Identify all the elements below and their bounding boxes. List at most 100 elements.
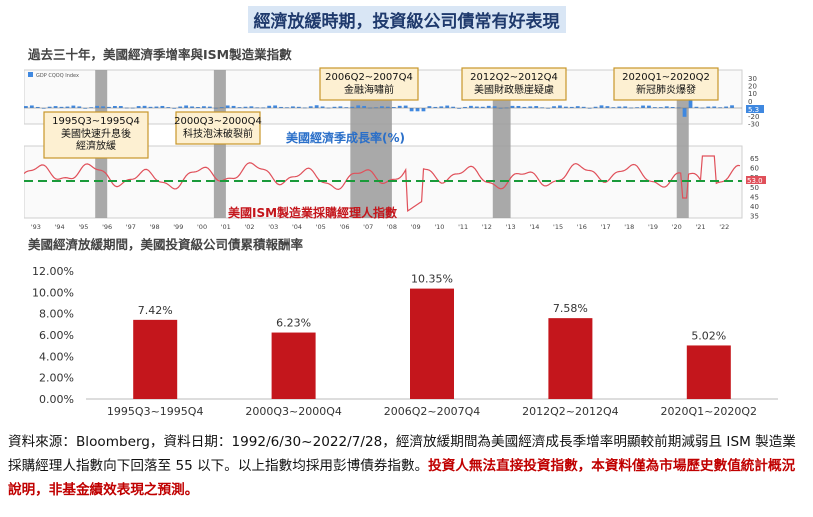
gdp-bar-31 — [207, 106, 212, 108]
period-callout-label: 2020Q1~2020Q2 — [622, 72, 710, 83]
x-category-label: 2000Q3~2000Q4 — [245, 405, 342, 418]
year-tick: '04 — [292, 223, 302, 231]
gdp-bar-71 — [445, 105, 450, 108]
gdp-bar-66 — [415, 108, 420, 112]
gdp-bar-48 — [308, 106, 313, 108]
gdp-ism-chart: GDP CQOQ Index3020100-10-20-305.36560555… — [24, 64, 774, 232]
gdp-bar-14 — [107, 106, 111, 108]
period-callout-2 — [175, 111, 261, 145]
gdp-bar-90 — [558, 105, 562, 108]
gdp-bar-92 — [569, 106, 574, 108]
gdp-bar-28 — [190, 106, 194, 108]
gdp-bar-30 — [202, 106, 206, 108]
ism-line — [24, 155, 741, 212]
gdp-bar-74 — [463, 106, 467, 108]
gdp-bar-43 — [279, 106, 283, 108]
bar-value-label: 5.02% — [691, 329, 726, 342]
gdp-bar-5 — [53, 106, 58, 108]
year-tick: '10 — [434, 223, 444, 231]
gdp-bar-108 — [664, 106, 669, 108]
gdp-bar-2 — [35, 106, 40, 108]
y-tick-label: 10.00% — [32, 286, 74, 299]
ism-axis-tick: 45 — [750, 193, 759, 201]
gdp-bar-45 — [291, 106, 295, 108]
year-tick: '07 — [363, 223, 373, 231]
gdp-bar-4 — [47, 106, 52, 108]
x-category-label: 2012Q2~2012Q4 — [522, 405, 619, 418]
y-tick-label: 6.00% — [39, 329, 74, 342]
year-tick: '16 — [577, 223, 587, 231]
period-callout-label: 1995Q3~1995Q4 — [52, 116, 140, 127]
gdp-bar-6 — [59, 106, 64, 108]
gdp-bar-119 — [730, 105, 734, 108]
y-tick-label: 8.00% — [39, 308, 74, 321]
gdp-bar-99 — [611, 107, 616, 108]
gdp-bar-113 — [694, 106, 699, 108]
gdp-bar-57 — [362, 105, 367, 108]
gdp-bar-23 — [160, 105, 165, 108]
year-tick: '96 — [102, 223, 112, 231]
gdp-bar-93 — [575, 106, 580, 108]
gdp-bar-55 — [350, 106, 355, 108]
gdp-bar-22 — [154, 106, 159, 108]
gdp-highlight-text: 5.3 — [748, 106, 759, 114]
gdp-bar-97 — [599, 105, 604, 108]
period-callout-1 — [43, 111, 149, 159]
gdp-bar-96 — [593, 106, 598, 108]
gdp-bar-34 — [225, 105, 230, 108]
x-category-label: 2020Q1~2020Q2 — [661, 405, 758, 418]
gdp-bar-61 — [385, 106, 390, 108]
x-category-label: 2006Q2~2007Q4 — [384, 405, 481, 418]
gdp-axis-tick: -30 — [748, 121, 759, 129]
gdp-bar-15 — [113, 106, 117, 108]
year-tick: '98 — [150, 223, 160, 231]
period-callout-desc: 美國快速升息後 — [61, 127, 131, 140]
gdp-bar-25 — [172, 107, 177, 109]
gdp-bar-94 — [581, 106, 586, 108]
gdp-bar-86 — [534, 106, 539, 108]
footnote-source: 資料來源：Bloomberg，資料日期：1992/6/30~2022/7/28，… — [8, 434, 796, 474]
ism-axis-tick: 50 — [750, 184, 759, 192]
gdp-bar-111 — [682, 108, 687, 117]
gdp-bar-10 — [83, 107, 88, 109]
gdp-bar-52 — [332, 106, 337, 108]
gdp-bar-118 — [724, 106, 728, 108]
gdp-axis-tick: 20 — [748, 83, 757, 91]
gdp-bar-107 — [658, 107, 663, 108]
gdp-axis-tick: 30 — [748, 75, 757, 83]
bar-value-label: 6.23% — [276, 317, 311, 330]
gdp-legend-swatch — [28, 72, 33, 77]
year-tick: '02 — [244, 223, 254, 231]
gdp-bar-46 — [296, 106, 301, 108]
gdp-bar-7 — [65, 106, 70, 108]
gdp-bar-53 — [338, 106, 343, 108]
bond-return-bar-chart: 0.00% 2.00% 4.00% 6.00% 8.00% 10.00% 12.00% 7.4… — [32, 265, 778, 418]
gdp-bar-115 — [706, 106, 711, 108]
gdp-bar-21 — [148, 106, 153, 108]
year-tick: '00 — [197, 223, 207, 231]
gdp-bar-72 — [451, 106, 456, 108]
gdp-bar-75 — [469, 105, 473, 108]
gdp-bar-69 — [433, 106, 438, 108]
gdp-bar-33 — [219, 107, 224, 108]
gdp-bar-84 — [522, 106, 527, 108]
gdp-legend-text: GDP CQOQ Index — [36, 73, 79, 79]
year-tick: '18 — [624, 223, 634, 231]
gdp-bar-42 — [273, 105, 278, 108]
year-tick: '09 — [411, 223, 421, 231]
gdp-bar-89 — [552, 106, 556, 108]
gdp-series-label: 美國經濟季成長率(%) — [286, 130, 405, 145]
gdp-bar-29 — [196, 106, 200, 108]
ism-axis-tick: 40 — [750, 203, 759, 211]
gdp-bar-24 — [166, 107, 171, 108]
ism-series-label: 美國ISM製造業採購經理人指數 — [228, 205, 397, 220]
gdp-bar-109 — [670, 106, 675, 108]
period-callout-label: 2006Q2~2007Q4 — [325, 72, 413, 83]
year-tick: '95 — [78, 223, 88, 231]
year-tick: '19 — [648, 223, 658, 231]
period-callout-5 — [613, 67, 719, 101]
top-section-title: 過去三十年，美國經濟季增率與ISM製造業指數 — [28, 47, 292, 62]
gdp-bar-50 — [320, 106, 325, 108]
footnote-warning: 投資人無法直接投資指數，本資料僅為市場歷史數值統計概況說明，非基金績效表現之預測… — [8, 458, 796, 498]
y-tick-label: 12.00% — [32, 265, 74, 278]
